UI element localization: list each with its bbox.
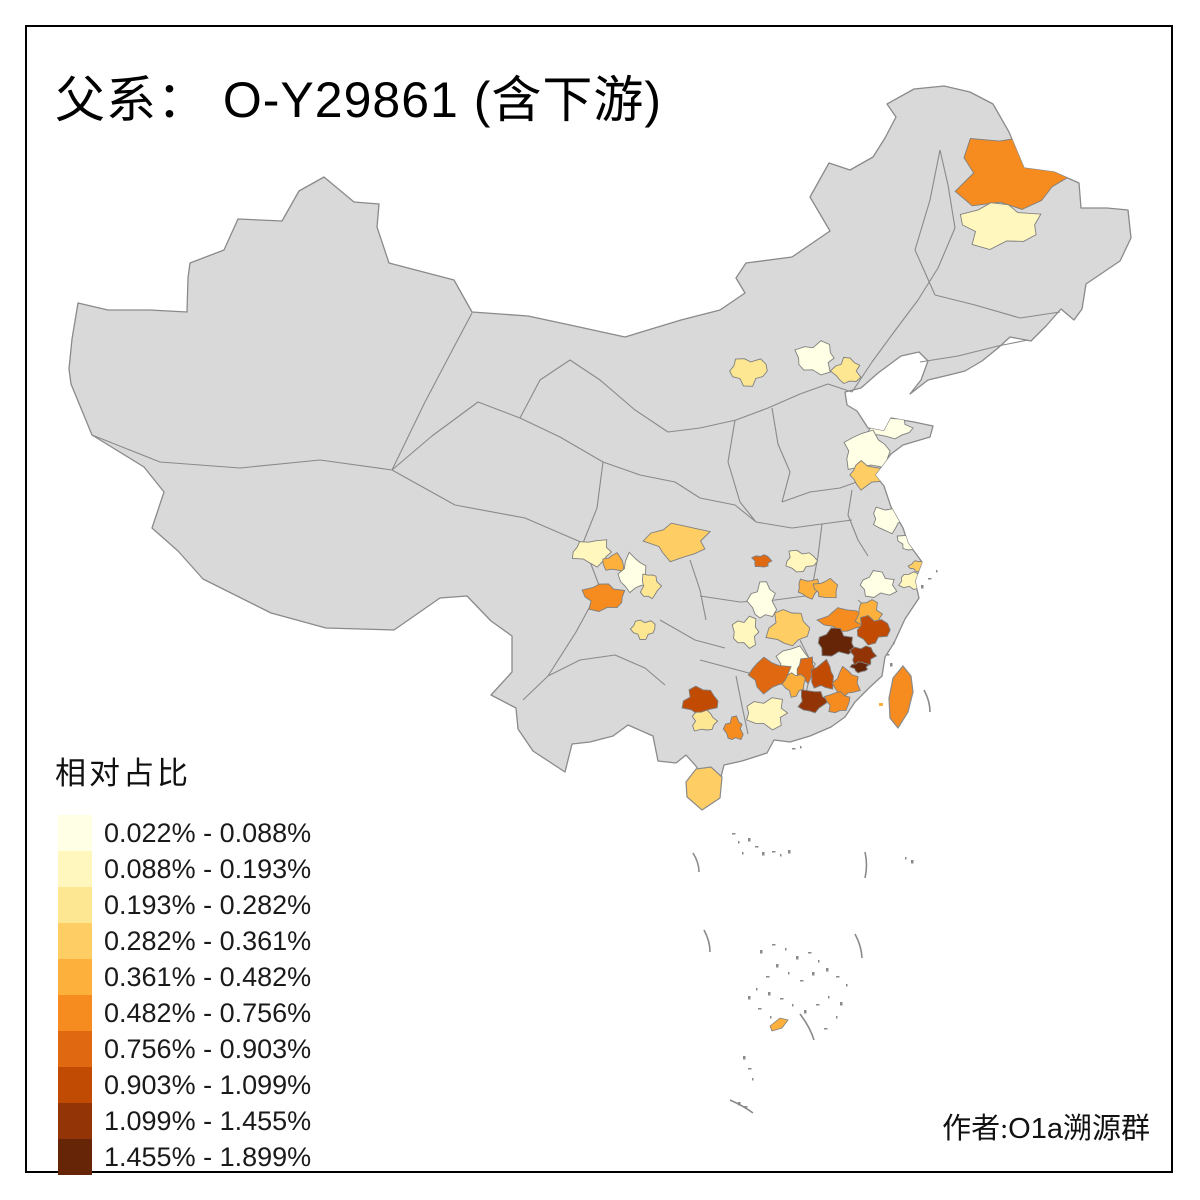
map-region-r27 — [747, 656, 792, 695]
choropleth-regions — [571, 137, 1076, 741]
map-region-r16 — [642, 522, 712, 563]
legend-swatch-class-7 — [58, 1031, 92, 1067]
map-region-r22 — [629, 619, 656, 641]
legend-swatch-class-4 — [58, 923, 92, 959]
map-region-r14 — [785, 549, 819, 573]
legend-row: 1.099% - 1.455% — [58, 1103, 311, 1139]
map-region-r02 — [959, 202, 1042, 250]
author-credit: 作者:O1a溯源群 — [942, 1105, 1150, 1147]
legend-title: 相对占比 — [55, 756, 191, 791]
legend-label: 0.088% - 0.193% — [104, 853, 312, 884]
map-region-r45 — [691, 709, 719, 732]
legend-label: 1.099% - 1.455% — [104, 1105, 312, 1136]
legend-swatch-class-10 — [58, 1139, 92, 1175]
page-title: 父系： O-Y29861 (含下游) — [55, 60, 662, 132]
legend-row: 0.903% - 1.099% — [58, 1067, 311, 1103]
legend-label: 0.361% - 0.482% — [104, 961, 312, 992]
legend-swatch-class-5 — [58, 959, 92, 995]
map-region-r20 — [639, 573, 663, 600]
legend-rows: 0.022% - 0.088% 0.088% - 0.193% 0.193% - 0… — [58, 815, 311, 1175]
legend-row: 0.282% - 0.361% — [58, 923, 311, 959]
credit-group-name: O1a溯源群 — [1008, 1113, 1150, 1145]
map-region-r42 — [746, 697, 789, 731]
map-region-r18 — [602, 552, 625, 572]
map-region-r05 — [829, 356, 862, 385]
south-sea-colored-islet — [769, 1017, 789, 1032]
map-region-r23 — [731, 615, 760, 649]
legend-swatch-class-8 — [58, 1067, 92, 1103]
legend-row: 0.361% - 0.482% — [58, 959, 311, 995]
map-region-r13 — [859, 570, 898, 598]
legend-label: 0.903% - 1.099% — [104, 1069, 312, 1100]
legend-row: 0.193% - 0.282% — [58, 887, 311, 923]
map-legend: 相对占比 0.022% - 0.088% 0.088% - 0.193% 0.193… — [55, 748, 311, 1175]
legend-label: 1.455% - 1.899% — [104, 1141, 312, 1172]
legend-swatch-class-2 — [58, 851, 92, 887]
hainan-island — [685, 766, 723, 811]
map-region-r29 — [812, 577, 839, 599]
title-chinese-prefix: 父系： — [55, 72, 208, 128]
sea-dash-lines — [692, 689, 931, 1114]
taiwan-island — [888, 665, 914, 730]
legend-swatch-class-1 — [58, 815, 92, 851]
credit-prefix: 作者: — [942, 1113, 1009, 1145]
sea-island-specks — [732, 570, 938, 1108]
map-region-r33 — [856, 614, 891, 646]
legend-row: 0.756% - 0.903% — [58, 1031, 311, 1067]
penghu-islet — [879, 703, 883, 706]
map-region-r17 — [571, 539, 613, 568]
map-region-r39 — [797, 689, 830, 714]
map-region-r25 — [765, 609, 811, 647]
map-region-r08 — [849, 460, 882, 491]
legend-label: 0.756% - 0.903% — [104, 1033, 312, 1064]
map-region-r43 — [722, 715, 744, 741]
map-region-r35 — [849, 661, 870, 674]
map-region-r38 — [831, 665, 861, 699]
legend-swatch-class-3 — [58, 887, 92, 923]
legend-swatch-class-6 — [58, 995, 92, 1031]
map-region-r40 — [823, 691, 851, 714]
legend-row: 0.482% - 0.756% — [58, 995, 311, 1031]
legend-label: 0.282% - 0.361% — [104, 925, 312, 956]
legend-row: 0.022% - 0.088% — [58, 815, 311, 851]
map-region-r34 — [848, 645, 878, 668]
legend-label: 0.193% - 0.282% — [104, 889, 312, 920]
title-haplogroup: O-Y29861 (含下游) — [208, 72, 663, 128]
legend-swatch-class-9 — [58, 1103, 92, 1139]
map-region-r15 — [751, 554, 773, 568]
map-region-r04 — [794, 340, 835, 376]
map-region-r21 — [581, 583, 626, 612]
legend-row: 1.455% - 1.899% — [58, 1139, 311, 1175]
legend-label: 0.022% - 0.088% — [104, 817, 312, 848]
map-region-r19 — [617, 551, 649, 594]
map-region-r32 — [817, 627, 856, 657]
map-region-r07 — [843, 429, 891, 471]
map-region-r37 — [810, 658, 834, 690]
map-region-r36 — [796, 656, 815, 685]
legend-row: 0.088% - 0.193% — [58, 851, 311, 887]
map-region-r30 — [816, 607, 865, 633]
map-region-r41 — [781, 672, 806, 698]
map-region-r03 — [729, 358, 768, 387]
legend-label: 0.482% - 0.756% — [104, 997, 312, 1028]
map-region-r24 — [746, 581, 778, 619]
